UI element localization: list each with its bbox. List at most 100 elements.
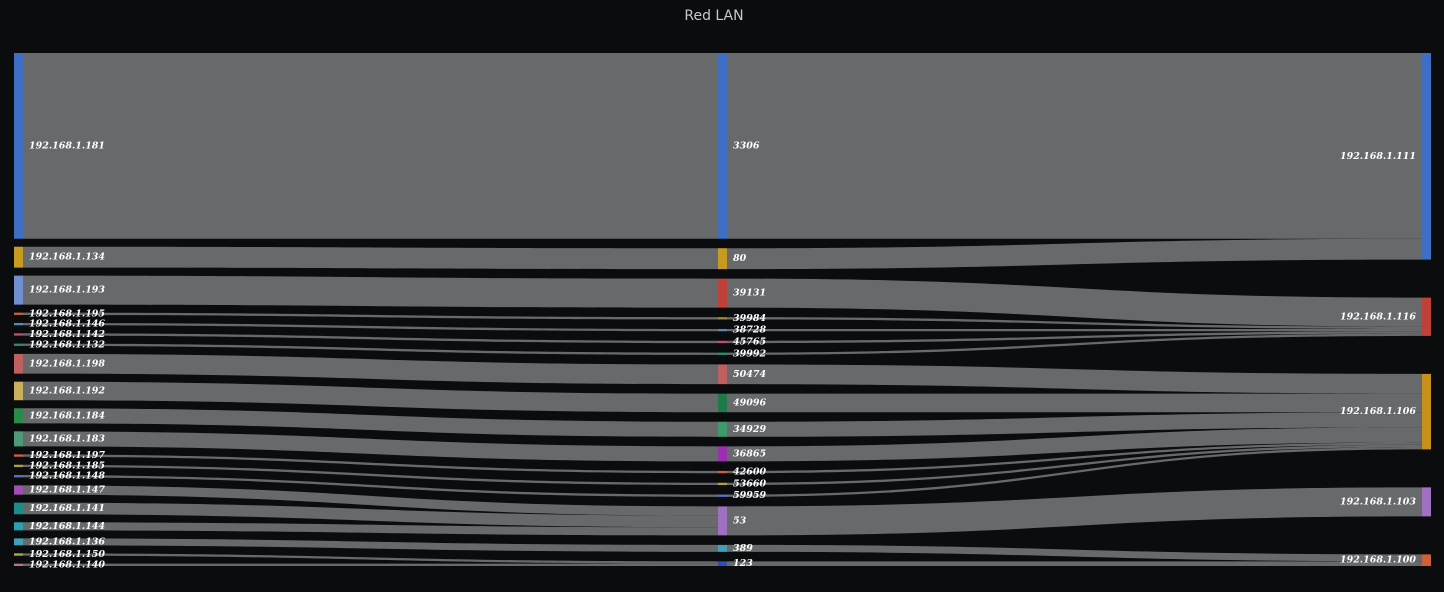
- link: [727, 412, 1422, 437]
- link: [23, 563, 718, 566]
- links: [23, 53, 1422, 566]
- link: [23, 502, 718, 528]
- node: [718, 53, 727, 239]
- link: [727, 331, 1422, 344]
- node: [14, 502, 23, 515]
- node-label: 192.168.1.141: [29, 503, 105, 514]
- node-label: 192.168.1.142: [29, 329, 105, 340]
- node-label: 34929: [733, 424, 766, 435]
- node: [14, 312, 23, 315]
- node: [14, 381, 23, 401]
- node-label: 192.168.1.140: [29, 559, 105, 570]
- link: [23, 381, 718, 413]
- node: [718, 317, 727, 320]
- node-label: 3306: [733, 140, 760, 151]
- link: [727, 393, 1422, 413]
- node-label: 192.168.1.197: [29, 450, 105, 461]
- link: [23, 246, 718, 270]
- link: [727, 427, 1422, 462]
- link: [727, 487, 1422, 536]
- link: [23, 322, 718, 332]
- link: [23, 333, 718, 344]
- link: [727, 561, 1422, 566]
- node-label: 192.168.1.195: [29, 308, 105, 319]
- link: [727, 278, 1422, 327]
- node: [14, 553, 23, 556]
- node: [14, 563, 23, 566]
- node-label: 39992: [733, 348, 766, 359]
- node: [14, 333, 23, 336]
- node: [14, 408, 23, 424]
- node-label: 53: [733, 515, 747, 526]
- node-label: 192.168.1.100: [1340, 555, 1416, 566]
- node: [14, 522, 23, 531]
- node: [14, 454, 23, 457]
- link: [727, 364, 1422, 394]
- link: [727, 238, 1422, 270]
- link: [727, 328, 1422, 332]
- link: [727, 333, 1422, 355]
- node-label: 192.168.1.185: [29, 460, 105, 471]
- node-label: 192.168.1.198: [29, 358, 105, 369]
- node: [718, 561, 727, 566]
- node: [718, 506, 727, 536]
- node-label: 38728: [733, 325, 766, 336]
- link: [727, 444, 1422, 486]
- node: [718, 248, 727, 270]
- node: [14, 485, 23, 495]
- node-label: 59959: [733, 490, 766, 501]
- node: [718, 494, 727, 497]
- link: [727, 442, 1422, 474]
- node-label: 123: [733, 558, 753, 569]
- node-label: 192.168.1.192: [29, 385, 105, 396]
- link: [23, 454, 718, 474]
- node-label: 192.168.1.148: [29, 471, 105, 482]
- node-label: 36865: [733, 448, 766, 459]
- node-label: 192.168.1.183: [29, 433, 105, 444]
- link: [23, 464, 718, 486]
- node: [718, 544, 727, 552]
- node-label: 42600: [733, 467, 766, 478]
- chart-title: Red LAN: [684, 8, 743, 24]
- node-label: 192.168.1.134: [29, 252, 105, 263]
- link: [727, 447, 1422, 497]
- node-label: 80: [733, 253, 747, 264]
- link: [23, 553, 718, 564]
- link: [23, 522, 718, 536]
- node: [718, 470, 727, 474]
- node: [1422, 297, 1431, 336]
- node-label: 192.168.1.181: [29, 140, 105, 151]
- node-label: 192.168.1.106: [1340, 406, 1416, 417]
- node-label: 53660: [733, 478, 766, 489]
- link: [727, 317, 1422, 329]
- node: [14, 275, 23, 305]
- node-label: 49096: [733, 397, 766, 408]
- link: [23, 343, 718, 355]
- node-label: 192.168.1.144: [29, 521, 105, 532]
- link: [23, 275, 718, 308]
- link: [23, 538, 718, 552]
- node-label: 192.168.1.184: [29, 410, 105, 421]
- node: [14, 246, 23, 268]
- node-label: 192.168.1.111: [1340, 151, 1416, 162]
- node-label: 389: [733, 543, 753, 554]
- link: [727, 544, 1422, 562]
- node: [14, 322, 23, 326]
- node: [14, 431, 23, 447]
- link: [23, 475, 718, 497]
- node: [718, 278, 727, 308]
- link: [23, 312, 718, 320]
- node: [718, 393, 727, 413]
- node-label: 39984: [733, 313, 766, 324]
- link: [23, 353, 718, 385]
- link: [23, 408, 718, 437]
- node: [718, 446, 727, 462]
- node: [1422, 554, 1431, 566]
- node: [718, 328, 727, 332]
- node-label: 192.168.1.116: [1340, 311, 1416, 322]
- node: [718, 482, 727, 486]
- link: [23, 53, 718, 239]
- node-label: 39131: [733, 288, 766, 299]
- node: [14, 53, 23, 239]
